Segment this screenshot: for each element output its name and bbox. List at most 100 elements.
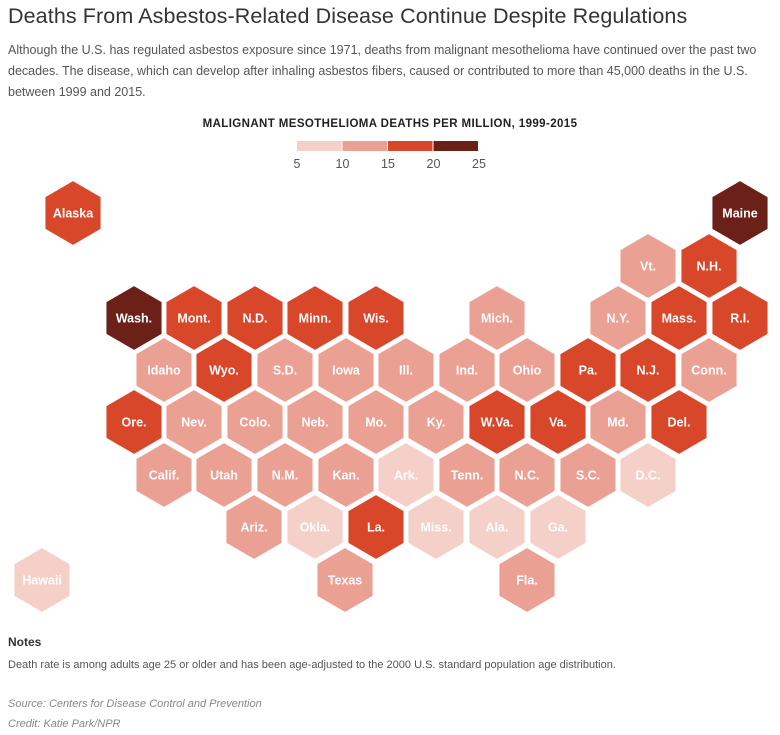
state-hex (590, 286, 646, 350)
state-hex (712, 286, 768, 350)
state-hex (196, 443, 252, 507)
page-title: Deaths From Asbestos-Related Disease Con… (8, 4, 688, 28)
credit: Credit: Katie Park/NPR (8, 718, 121, 730)
legend-swatch (297, 141, 342, 151)
notes-heading: Notes (8, 635, 42, 649)
state-hex (681, 234, 737, 298)
state-label: Del. (668, 416, 691, 430)
state-hex (348, 390, 404, 454)
state-hex (620, 443, 676, 507)
state-label: Wis. (363, 312, 389, 326)
state-hex (45, 181, 101, 245)
state-label: Mich. (481, 312, 513, 326)
state-label: Colo. (239, 416, 270, 430)
state-hex (287, 390, 343, 454)
state-label: W.Va. (481, 416, 514, 430)
state-label: Ga. (548, 521, 568, 535)
state-hex (439, 338, 495, 402)
state-hex (257, 338, 313, 402)
state-hex (317, 548, 373, 612)
state-label: N.D. (243, 312, 268, 326)
state-hex (712, 181, 768, 245)
state-hex (136, 338, 192, 402)
state-hex (166, 286, 222, 350)
state-hex (227, 390, 283, 454)
state-label: Ariz. (240, 521, 267, 535)
state-label: Pa. (579, 364, 598, 378)
state-label: Okla. (300, 521, 331, 535)
state-hex (651, 286, 707, 350)
state-label: Mont. (177, 312, 210, 326)
state-hex (590, 390, 646, 454)
state-label: Wyo. (209, 364, 239, 378)
state-label: N.M. (272, 469, 298, 483)
state-hex (469, 390, 525, 454)
state-hex (348, 286, 404, 350)
state-label: Texas (328, 574, 363, 588)
subtitle: Although the U.S. has regulated asbestos… (8, 43, 757, 99)
state-label: Minn. (299, 312, 332, 326)
state-label: Vt. (640, 260, 656, 274)
legend-tick-label: 20 (427, 157, 441, 171)
state-label: Kan. (332, 469, 359, 483)
state-label: Va. (549, 416, 567, 430)
state-label: N.J. (637, 364, 660, 378)
legend-tick-label: 25 (472, 157, 486, 171)
state-label: D.C. (636, 469, 661, 483)
state-hex (106, 286, 162, 350)
state-label: Ark. (394, 469, 418, 483)
state-label: R.I. (730, 312, 749, 326)
state-hex (499, 548, 555, 612)
state-label: Wash. (116, 312, 152, 326)
state-hex (620, 234, 676, 298)
state-hex (651, 390, 707, 454)
notes-text: Death rate is among adults age 25 or old… (8, 659, 616, 671)
state-hex (166, 390, 222, 454)
state-label: Mo. (365, 416, 387, 430)
legend-swatch (342, 141, 387, 151)
state-hex (348, 495, 404, 559)
state-label: Ill. (399, 364, 413, 378)
state-label: Alaska (53, 207, 94, 221)
state-label: Hawaii (22, 574, 62, 588)
state-label: Maine (722, 207, 757, 221)
state-hex (439, 443, 495, 507)
state-hex (287, 286, 343, 350)
state-label: Calif. (149, 469, 180, 483)
state-label: Utah (210, 469, 238, 483)
state-label: N.H. (697, 260, 722, 274)
state-label: Fla. (516, 574, 538, 588)
state-label: N.C. (515, 469, 540, 483)
legend-title: MALIGNANT MESOTHELIOMA DEATHS PER MILLIO… (202, 118, 578, 130)
state-hex (681, 338, 737, 402)
hex-map: 5 10 15 20 25 Alaska Maine Vt. N.H. Wash. Mont. N.D… (14, 141, 768, 612)
state-hex (469, 286, 525, 350)
state-hex (408, 390, 464, 454)
state-hex (469, 495, 525, 559)
state-hex (499, 338, 555, 402)
state-hex (530, 495, 586, 559)
legend-swatch (388, 141, 433, 151)
state-label: Conn. (691, 364, 726, 378)
state-label: Miss. (420, 521, 451, 535)
state-hex (560, 338, 616, 402)
state-hex (196, 338, 252, 402)
legend-tick-label: 15 (381, 157, 395, 171)
state-label: La. (367, 521, 385, 535)
state-hex (620, 338, 676, 402)
state-label: Neb. (301, 416, 328, 430)
state-hex (378, 338, 434, 402)
state-label: Mass. (662, 312, 697, 326)
legend-swatch (433, 141, 478, 151)
state-label: Md. (607, 416, 629, 430)
state-label: Iowa (332, 364, 361, 378)
state-hex (499, 443, 555, 507)
state-label: Ky. (427, 416, 446, 430)
state-hex (257, 443, 313, 507)
state-hex (530, 390, 586, 454)
state-label: Ohio (513, 364, 542, 378)
state-hex (318, 443, 374, 507)
state-hex (106, 390, 162, 454)
state-hex (14, 548, 70, 612)
state-label: N.Y. (607, 312, 630, 326)
